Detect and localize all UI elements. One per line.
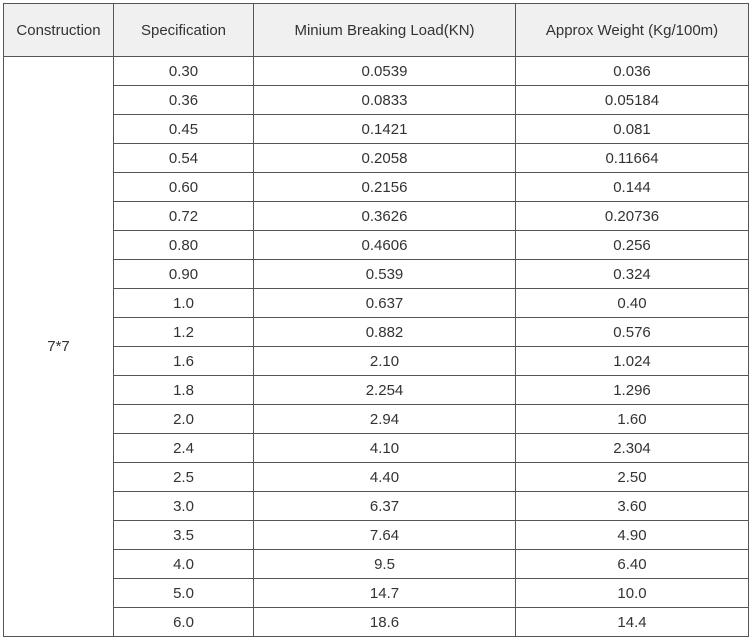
table-row: 1.8 2.254 1.296 <box>4 375 749 405</box>
cell-approx-weight: 0.576 <box>515 317 749 347</box>
table-row: 0.72 0.3626 0.20736 <box>4 201 749 231</box>
cell-specification: 0.45 <box>113 114 254 144</box>
cell-breaking-load: 2.94 <box>253 404 516 434</box>
cell-breaking-load: 9.5 <box>253 549 516 579</box>
table-row: 2.5 4.40 2.50 <box>4 462 749 492</box>
cell-breaking-load: 0.4606 <box>253 230 516 260</box>
table-row: 0.54 0.2058 0.11664 <box>4 143 749 173</box>
table-row: 3.0 6.37 3.60 <box>4 491 749 521</box>
cell-approx-weight: 14.4 <box>515 607 749 637</box>
cell-specification: 6.0 <box>113 607 254 637</box>
cell-approx-weight: 0.20736 <box>515 201 749 231</box>
cell-approx-weight: 4.90 <box>515 520 749 550</box>
table-row: 1.2 0.882 0.576 <box>4 317 749 347</box>
cell-breaking-load: 14.7 <box>253 578 516 608</box>
cell-specification: 2.4 <box>113 433 254 463</box>
cell-breaking-load: 0.0833 <box>253 85 516 115</box>
cell-specification: 0.80 <box>113 230 254 260</box>
table-row: 1.6 2.10 1.024 <box>4 346 749 376</box>
cell-specification: 0.36 <box>113 85 254 115</box>
cell-breaking-load: 0.3626 <box>253 201 516 231</box>
cell-approx-weight: 0.256 <box>515 230 749 260</box>
cell-specification: 0.72 <box>113 201 254 231</box>
cell-approx-weight: 1.60 <box>515 404 749 434</box>
cell-specification: 2.5 <box>113 462 254 492</box>
cell-breaking-load: 2.254 <box>253 375 516 405</box>
cell-specification: 1.2 <box>113 317 254 347</box>
cell-specification: 3.5 <box>113 520 254 550</box>
cell-approx-weight: 6.40 <box>515 549 749 579</box>
cell-approx-weight: 0.144 <box>515 172 749 202</box>
cell-breaking-load: 0.1421 <box>253 114 516 144</box>
cell-approx-weight: 1.024 <box>515 346 749 376</box>
cell-construction: 7*7 <box>3 56 114 637</box>
table-row: 2.0 2.94 1.60 <box>4 404 749 434</box>
cell-specification: 0.54 <box>113 143 254 173</box>
spec-table: Construction Specification Minium Breaki… <box>3 3 749 637</box>
cell-specification: 1.0 <box>113 288 254 318</box>
cell-specification: 0.30 <box>113 56 254 86</box>
table-row: 0.60 0.2156 0.144 <box>4 172 749 202</box>
table-row: 2.4 4.10 2.304 <box>4 433 749 463</box>
cell-approx-weight: 10.0 <box>515 578 749 608</box>
header-specification: Specification <box>113 3 254 57</box>
header-construction: Construction <box>3 3 114 57</box>
cell-approx-weight: 0.11664 <box>515 143 749 173</box>
table-row: 0.90 0.539 0.324 <box>4 259 749 289</box>
cell-approx-weight: 2.304 <box>515 433 749 463</box>
table-row: 0.45 0.1421 0.081 <box>4 114 749 144</box>
cell-breaking-load: 6.37 <box>253 491 516 521</box>
cell-specification: 0.90 <box>113 259 254 289</box>
cell-approx-weight: 0.40 <box>515 288 749 318</box>
cell-specification: 5.0 <box>113 578 254 608</box>
table-row: 0.36 0.0833 0.05184 <box>4 85 749 115</box>
table-row: 3.5 7.64 4.90 <box>4 520 749 550</box>
table-row: 5.0 14.7 10.0 <box>4 578 749 608</box>
header-row: Construction Specification Minium Breaki… <box>3 3 749 57</box>
cell-breaking-load: 2.10 <box>253 346 516 376</box>
cell-breaking-load: 4.40 <box>253 462 516 492</box>
table-row: 6.0 18.6 14.4 <box>4 607 749 637</box>
cell-approx-weight: 3.60 <box>515 491 749 521</box>
cell-approx-weight: 2.50 <box>515 462 749 492</box>
cell-breaking-load: 7.64 <box>253 520 516 550</box>
table-row: 0.80 0.4606 0.256 <box>4 230 749 260</box>
cell-approx-weight: 0.081 <box>515 114 749 144</box>
cell-breaking-load: 4.10 <box>253 433 516 463</box>
header-approx-weight: Approx Weight (Kg/100m) <box>515 3 749 57</box>
cell-specification: 0.60 <box>113 172 254 202</box>
cell-breaking-load: 0.539 <box>253 259 516 289</box>
cell-breaking-load: 0.2058 <box>253 143 516 173</box>
cell-specification: 4.0 <box>113 549 254 579</box>
cell-breaking-load: 0.637 <box>253 288 516 318</box>
cell-breaking-load: 18.6 <box>253 607 516 637</box>
cell-approx-weight: 0.05184 <box>515 85 749 115</box>
cell-approx-weight: 1.296 <box>515 375 749 405</box>
table-row: 7*7 0.30 0.0539 0.036 <box>3 56 749 637</box>
cell-specification: 1.6 <box>113 346 254 376</box>
table-row: 1.0 0.637 0.40 <box>4 288 749 318</box>
cell-breaking-load: 0.2156 <box>253 172 516 202</box>
cell-approx-weight: 0.036 <box>515 56 749 86</box>
cell-breaking-load: 0.0539 <box>253 56 516 86</box>
cell-approx-weight: 0.324 <box>515 259 749 289</box>
cell-breaking-load: 0.882 <box>253 317 516 347</box>
table-body: 7*7 0.30 0.0539 0.036 0.36 0.0833 0.05184 0.45 0… <box>3 56 749 637</box>
cell-specification: 1.8 <box>113 375 254 405</box>
cell-specification: 2.0 <box>113 404 254 434</box>
header-breaking-load: Minium Breaking Load(KN) <box>253 3 516 57</box>
table-row: 4.0 9.5 6.40 <box>4 549 749 579</box>
cell-specification: 3.0 <box>113 491 254 521</box>
